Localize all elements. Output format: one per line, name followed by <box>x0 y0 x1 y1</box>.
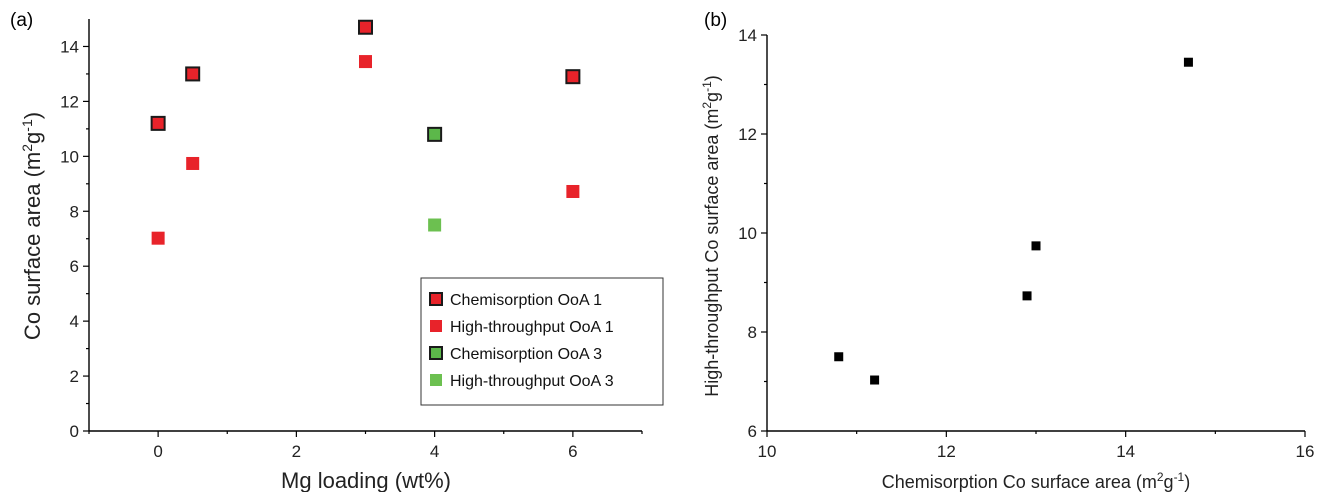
panel-b-y-tick-label: 10 <box>738 224 757 243</box>
panel-a: (a) 0 2 4 6 8 10 12 14 0 2 4 6 Mg loading (wt%) Co… <box>10 10 664 492</box>
panel-b-x-tick-label: 10 <box>758 442 777 461</box>
panel-a-x-ticks: 0 2 4 6 <box>88 431 643 461</box>
panel-b-x-tick-label: 16 <box>1296 442 1315 461</box>
panel-a-point-series-0 <box>565 69 581 85</box>
panel-a-point-series-1 <box>186 156 200 170</box>
panel-a-point-series-0 <box>358 19 373 35</box>
legend-marker <box>430 374 442 386</box>
panel-a-point-series-1 <box>566 184 580 198</box>
legend-marker <box>429 292 443 306</box>
legend-box <box>420 277 664 406</box>
panel-a-y-tick-label: 14 <box>60 37 79 56</box>
panel-b-label: (b) <box>704 10 727 31</box>
panel-a-point-series-1 <box>359 55 372 69</box>
panel-b-y-tick-label: 12 <box>738 125 757 144</box>
panel-a-point-series-3 <box>428 218 442 232</box>
panel-a-y-axis-title: Co surface area (m2g-1) <box>19 112 45 340</box>
panel-b-point-series-0 <box>870 375 880 385</box>
panel-a-y-tick-label: 6 <box>70 257 79 276</box>
legend-marker <box>429 346 443 360</box>
panel-b-y-tick-label: 6 <box>748 422 757 441</box>
panel-b-point-series-0 <box>1183 57 1193 67</box>
panel-a-legend: Chemisorption OoA 1 High-throughput OoA 1… <box>420 277 664 406</box>
panel-b-points <box>834 57 1193 385</box>
panel-b-x-tick-label: 12 <box>937 442 956 461</box>
panel-a-y-tick-label: 12 <box>60 92 79 111</box>
panel-a-point-series-2 <box>427 126 443 142</box>
panel-b-y-ticks: 6 8 10 12 14 <box>738 26 767 441</box>
legend-entry-label: High-throughput OoA 1 <box>450 319 614 336</box>
panel-a-y-tick-label: 10 <box>60 147 79 166</box>
panel-a-points <box>150 19 581 245</box>
panel-b-x-ticks: 10 12 14 16 <box>758 431 1315 461</box>
panel-a-y-tick-label: 4 <box>70 312 79 331</box>
panel-b-point-series-0 <box>834 352 844 362</box>
panel-a-point-series-0 <box>150 115 166 131</box>
panel-a-x-tick-label: 2 <box>292 442 301 461</box>
panel-a-y-tick-label: 8 <box>70 202 79 221</box>
panel-b-y-tick-label: 14 <box>738 26 757 45</box>
panel-a-y-tick-label: 0 <box>70 422 79 441</box>
panel-b: (b) 6 8 10 12 14 10 12 14 16 Chemisorption Co s… <box>700 10 1314 492</box>
panel-b-x-axis-title: Chemisorption Co surface area (m2g-1) <box>882 470 1190 492</box>
panel-a-point-series-0 <box>185 66 201 82</box>
panel-a-label: (a) <box>10 10 33 31</box>
panel-a-point-series-1 <box>151 231 165 245</box>
panel-a-x-tick-label: 4 <box>430 442 439 461</box>
panel-a-y-ticks: 0 2 4 6 8 10 12 14 <box>60 37 89 441</box>
legend-marker <box>430 320 442 332</box>
legend-entry-label: Chemisorption OoA 3 <box>450 346 602 363</box>
panel-a-x-axis-title: Mg loading (wt%) <box>281 468 451 492</box>
panel-b-x-tick-label: 14 <box>1116 442 1135 461</box>
panel-a-y-tick-label: 2 <box>70 367 79 386</box>
panel-b-point-series-0 <box>1031 241 1041 251</box>
panel-b-y-axis-title: High-throughput Co surface area (m2g-1) <box>700 75 722 397</box>
panel-a-x-tick-label: 6 <box>568 442 577 461</box>
panel-b-point-series-0 <box>1022 291 1032 301</box>
panel-a-x-tick-label: 0 <box>153 442 162 461</box>
legend-entry-label: High-throughput OoA 3 <box>450 373 614 390</box>
legend-entry-label: Chemisorption OoA 1 <box>450 292 602 309</box>
panel-b-y-tick-label: 8 <box>748 323 757 342</box>
